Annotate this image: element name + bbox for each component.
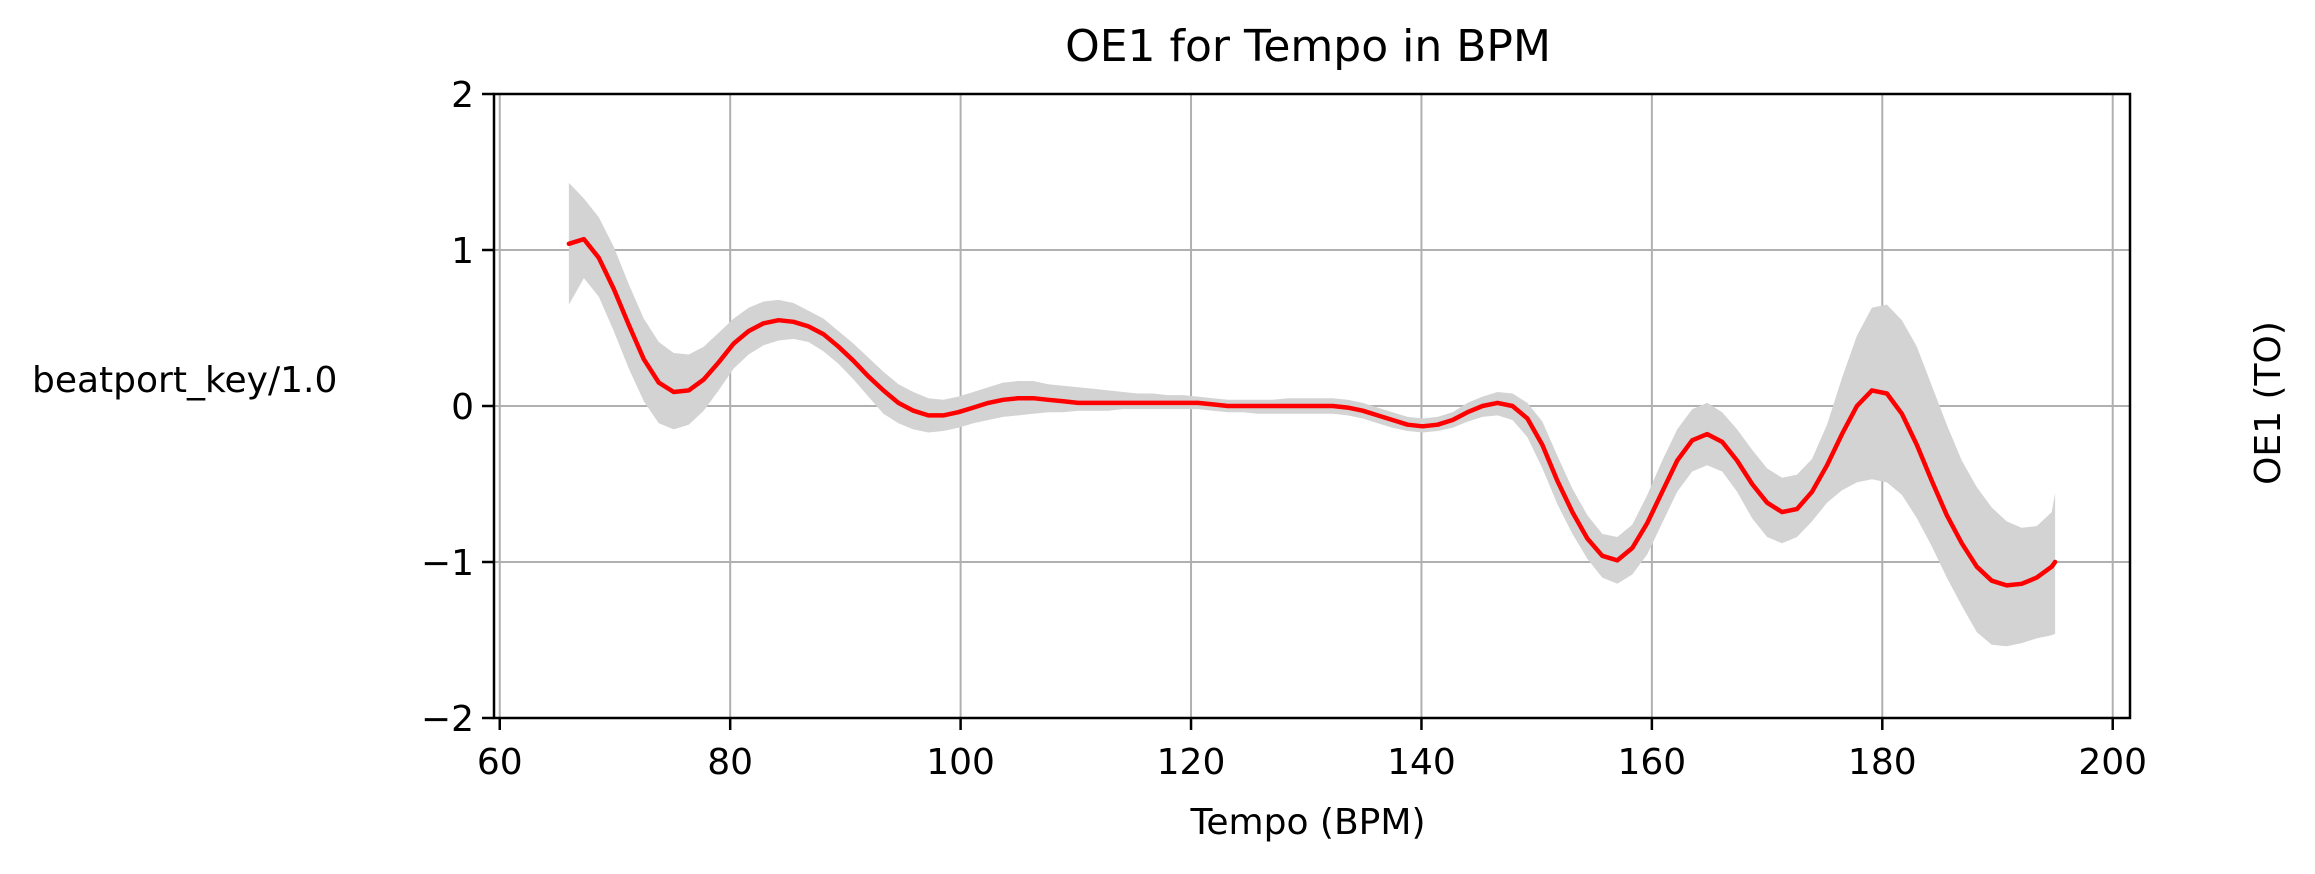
x-tick-label: 140 <box>1387 742 1456 783</box>
x-tick-label: 200 <box>2078 742 2147 783</box>
x-tick-label: 160 <box>1618 742 1687 783</box>
x-tick-label: 100 <box>926 742 995 783</box>
x-axis-label: Tempo (BPM) <box>1190 802 1426 843</box>
series-line <box>566 236 2058 588</box>
x-tick-label: 180 <box>1848 742 1917 783</box>
y-axis-label-right: OE1 (TO) <box>2248 321 2289 485</box>
y-tick-label: 2 <box>451 75 474 116</box>
y-axis-label: beatport_key/1.0 <box>32 360 337 401</box>
chart-title: OE1 for Tempo in BPM <box>1065 21 1551 72</box>
x-tick-label: 60 <box>477 742 523 783</box>
data-lines <box>566 236 2058 588</box>
y-tick-label: −1 <box>421 543 474 584</box>
axis-ticks: 60 80 100 120 140 160 180 200 −2 −1 0 1 2 <box>421 75 2147 783</box>
x-tick-label: 120 <box>1157 742 1226 783</box>
y-tick-label: 1 <box>451 231 474 272</box>
y-tick-label: −2 <box>421 699 474 740</box>
x-tick-label: 80 <box>707 742 753 783</box>
y-tick-label: 0 <box>451 387 474 428</box>
